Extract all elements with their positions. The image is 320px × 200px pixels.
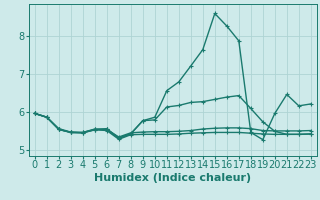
X-axis label: Humidex (Indice chaleur): Humidex (Indice chaleur) xyxy=(94,173,252,183)
